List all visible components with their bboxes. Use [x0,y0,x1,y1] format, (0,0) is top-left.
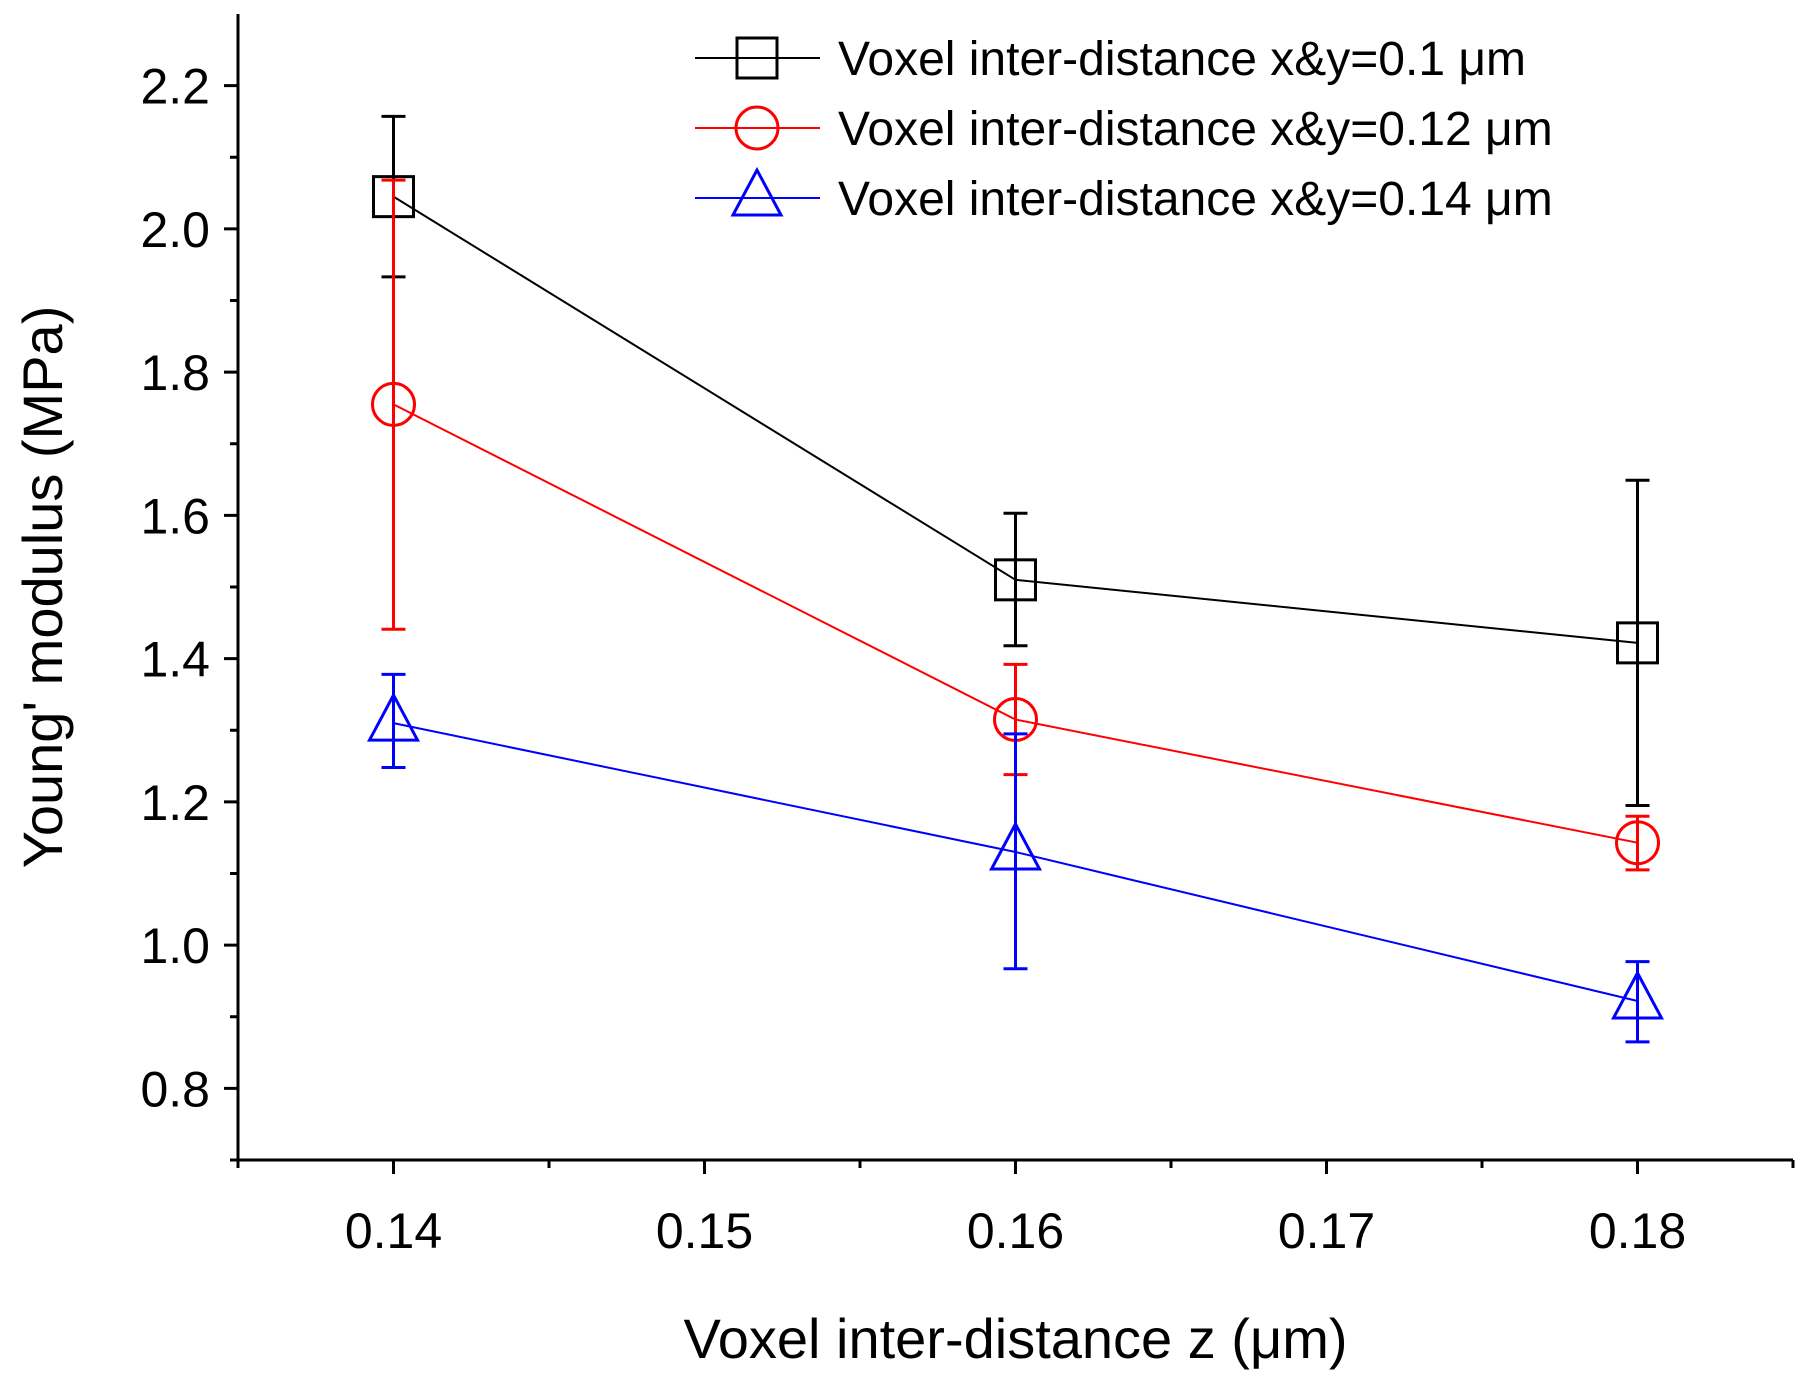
y-tick-label: 1.8 [140,345,210,401]
y-tick-label: 1.4 [140,632,210,688]
x-tick-label: 0.17 [1278,1203,1375,1259]
y-tick-label: 0.8 [140,1061,210,1117]
x-tick-label: 0.14 [345,1203,442,1259]
y-tick-label: 1.2 [140,775,210,831]
legend-label: Voxel inter-distance x&y=0.12 μm [838,103,1553,156]
legend-label: Voxel inter-distance x&y=0.14 μm [838,173,1553,226]
y-tick-label: 2.0 [140,202,210,258]
data-point [994,558,1037,602]
data-point [989,820,1042,871]
legend-item: Voxel inter-distance x&y=0.14 μm [695,166,1553,226]
legend-item: Voxel inter-distance x&y=0.1 μm [695,33,1526,86]
y-tick-label: 1.6 [140,488,210,544]
legend: Voxel inter-distance x&y=0.1 μm Voxel int… [695,33,1553,226]
data-point [1611,969,1664,1020]
series-3 [367,672,1664,1044]
x-tick-label: 0.18 [1589,1203,1686,1259]
data-point [367,691,420,742]
series-2 [371,178,1660,872]
axes: 0.8 1.0 1.2 1.4 1.6 1.8 2.0 2.2 0.14 0.15 0.16 0.17… [140,14,1795,1259]
legend-marker [734,105,780,151]
series-1 [372,114,1659,807]
legend-marker [730,166,784,217]
y-tick-label: 1.0 [140,918,210,974]
y-tick-label: 2.2 [140,59,210,115]
data-point [1616,621,1659,665]
legend-label: Voxel inter-distance x&y=0.1 μm [838,33,1526,86]
y-axis-title: Young' modulus (MPa) [11,306,74,869]
x-tick-label: 0.15 [656,1203,753,1259]
data-point [371,381,416,427]
x-axis-title: Voxel inter-distance z (μm) [683,1307,1347,1370]
plot-area [367,114,1664,1044]
x-tick-label: 0.16 [967,1203,1064,1259]
legend-marker [735,36,779,80]
data-point [1615,820,1660,866]
legend-item: Voxel inter-distance x&y=0.12 μm [695,103,1553,156]
